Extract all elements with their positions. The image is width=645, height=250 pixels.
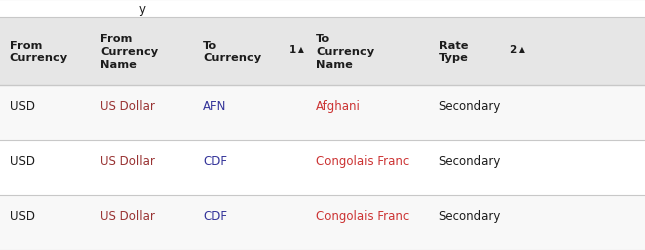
Text: US Dollar: US Dollar: [100, 100, 155, 113]
Text: From
Currency: From Currency: [10, 40, 68, 63]
Text: USD: USD: [10, 100, 35, 113]
Text: Congolais Franc: Congolais Franc: [316, 155, 410, 168]
Text: Secondary: Secondary: [439, 100, 501, 113]
Text: Congolais Franc: Congolais Franc: [316, 210, 410, 222]
Text: USD: USD: [10, 155, 35, 168]
Bar: [0, 0, 645, 18]
Text: US Dollar: US Dollar: [100, 155, 155, 168]
Bar: [0, 86, 645, 140]
Text: ▲: ▲: [519, 45, 524, 54]
Text: AFN: AFN: [203, 100, 226, 113]
Bar: [0, 195, 645, 250]
Text: From
Currency
Name: From Currency Name: [100, 34, 158, 70]
Bar: [0, 18, 645, 86]
Text: Secondary: Secondary: [439, 210, 501, 222]
Text: ▲: ▲: [298, 45, 304, 54]
Bar: [0, 140, 645, 195]
Text: CDF: CDF: [203, 210, 227, 222]
Text: CDF: CDF: [203, 155, 227, 168]
Text: USD: USD: [10, 210, 35, 222]
Text: To
Currency
Name: To Currency Name: [316, 34, 374, 70]
Text: US Dollar: US Dollar: [100, 210, 155, 222]
Text: 2: 2: [510, 45, 517, 55]
Text: Afghani: Afghani: [316, 100, 361, 113]
Text: To
Currency: To Currency: [203, 40, 261, 63]
Text: y: y: [139, 4, 146, 16]
Text: 1: 1: [289, 45, 296, 55]
Text: Rate
Type: Rate Type: [439, 40, 468, 63]
Text: Secondary: Secondary: [439, 155, 501, 168]
